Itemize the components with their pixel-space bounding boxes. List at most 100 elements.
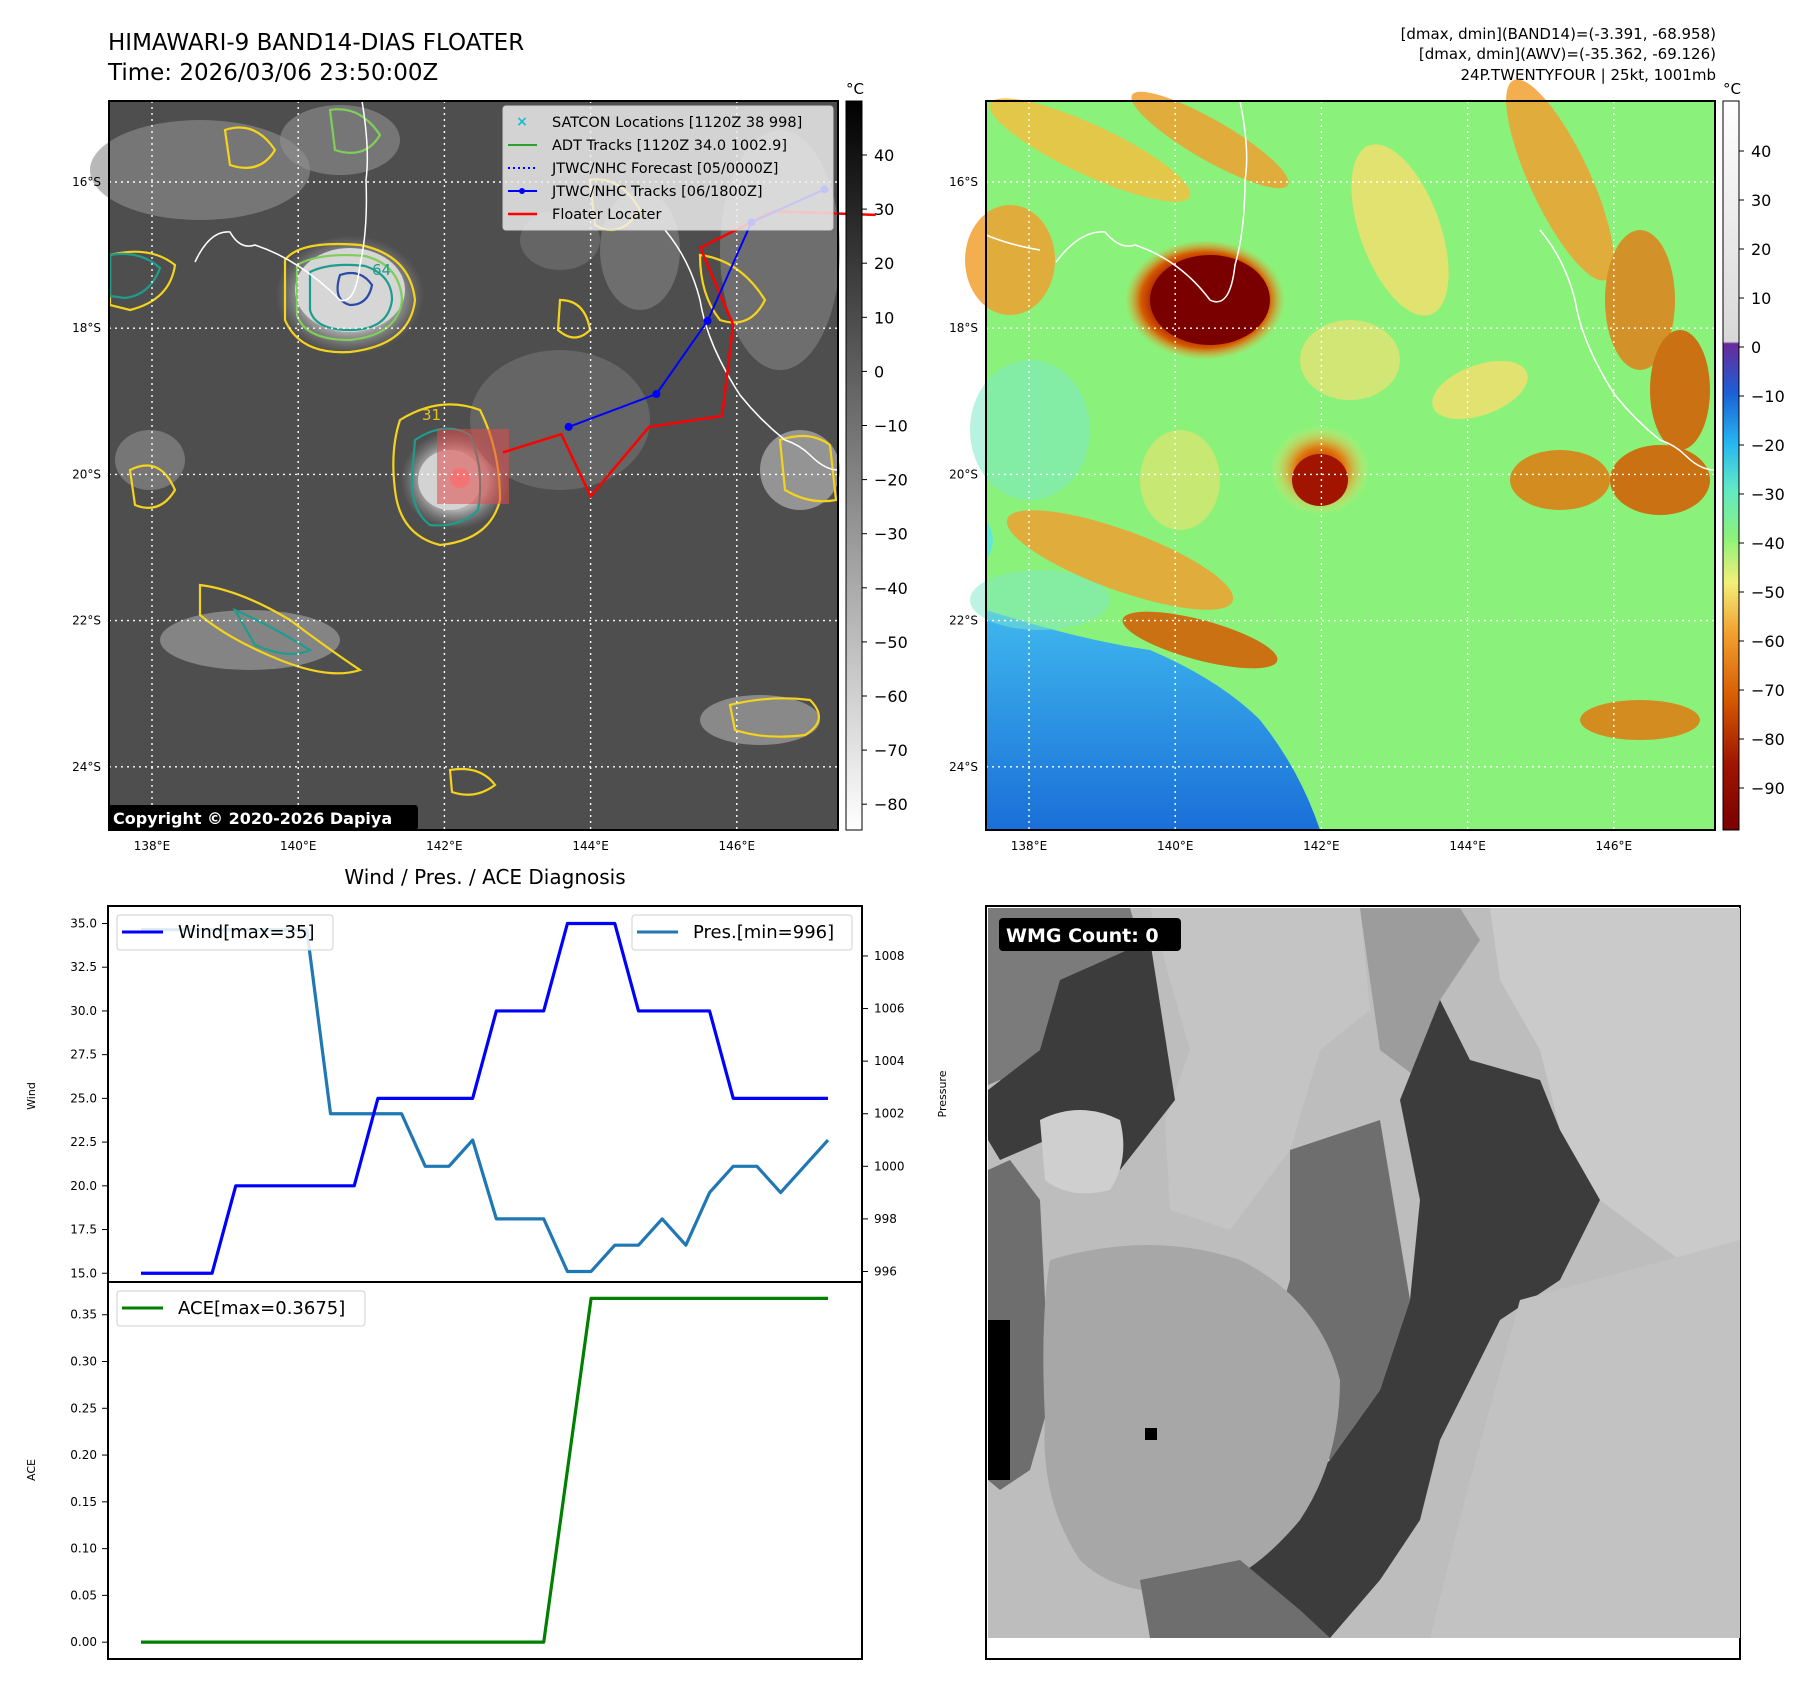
ace-legend-label: ACE[max=0.3675] xyxy=(178,1298,345,1319)
colorbar-tick-label: 0 xyxy=(874,362,884,381)
colorbar-tick-label: 40 xyxy=(1751,142,1771,161)
wind-axis-label: Wind xyxy=(25,1082,38,1110)
map-legend: × SATCON Locations [1120Z 38 998] ADT Tr… xyxy=(502,105,834,231)
ace-tick-label: 0.25 xyxy=(70,1401,97,1415)
copyright-text: Copyright © 2020-2026 Dapiya xyxy=(113,809,392,828)
colorbar-tick-label: −10 xyxy=(874,417,908,436)
lon-tick-label: 146°E xyxy=(719,839,756,853)
colorbar-tick-label: −10 xyxy=(1751,387,1785,406)
colorbar-tick-label: 0 xyxy=(1751,338,1761,357)
colorbar2-unit: °C xyxy=(1723,80,1741,98)
track-point xyxy=(652,389,661,398)
lat-tick-label: 24°S xyxy=(949,760,978,774)
lat-tick-label: 24°S xyxy=(72,760,101,774)
ace-tick-label: 0.35 xyxy=(70,1308,97,1322)
pressure-tick-label: 996 xyxy=(874,1264,897,1278)
colorbar-tick-label: −40 xyxy=(1751,534,1785,553)
colorbar-tick-label: −90 xyxy=(1751,779,1785,798)
wind-tick-label: 17.5 xyxy=(70,1223,97,1237)
legend-satcon: SATCON Locations [1120Z 38 998] xyxy=(552,115,802,131)
info-storm: 24P.TWENTYFOUR | 25kt, 1001mb xyxy=(1460,66,1716,84)
ace-tick-label: 0.10 xyxy=(70,1542,97,1556)
ace-panel xyxy=(107,1281,863,1660)
diagnosis-title: Wind / Pres. / ACE Diagnosis xyxy=(344,865,625,889)
wmg-count-badge xyxy=(999,918,1181,951)
wind-tick-label: 35.0 xyxy=(70,916,97,930)
colorbar-tick-label: −80 xyxy=(874,795,908,814)
lat-tick-label: 16°S xyxy=(949,175,978,189)
floater-box xyxy=(437,429,509,504)
colorbar1-unit: °C xyxy=(846,80,864,98)
wmg-count-label: WMG Count: 0 xyxy=(1006,925,1159,947)
lon-tick-label: 144°E xyxy=(572,839,609,853)
legend-locator: Floater Locater xyxy=(552,207,661,223)
colorbar-tick-label: 10 xyxy=(1751,289,1771,308)
lon-tick-label: 140°E xyxy=(280,839,317,853)
wmg-panel: WMG Count: 0 xyxy=(985,905,1741,1660)
contour-label: 64 xyxy=(372,261,391,279)
colorbar-tick-label: 10 xyxy=(874,308,894,327)
wind-tick-label: 27.5 xyxy=(70,1048,97,1062)
pressure-legend-label: Pres.[min=996] xyxy=(693,922,834,943)
track-point xyxy=(564,422,573,431)
contour-label: 31 xyxy=(422,406,441,424)
track-point xyxy=(703,316,712,325)
pressure-tick-label: 1004 xyxy=(874,1054,905,1068)
wind-tick-label: 30.0 xyxy=(70,1004,97,1018)
colorbar-tick-label: −70 xyxy=(874,741,908,760)
colorbar-tick-label: −50 xyxy=(1751,583,1785,602)
figure-time: Time: 2026/03/06 23:50:00Z xyxy=(107,60,438,86)
colorbar-color: °C 40 30 20 10 0 −10 −20 −30 −40 −50 −60 −70 −80 −90 xyxy=(1722,80,1785,831)
colorbar-tick-label: −60 xyxy=(1751,632,1785,651)
legend-tracks: JTWC/NHC Tracks [06/1800Z] xyxy=(551,184,763,200)
colorbar-tick-label: −80 xyxy=(1751,730,1785,749)
lon-tick-label: 142°E xyxy=(426,839,463,853)
awv-map-panel xyxy=(965,79,1716,831)
satcon-marker-icon: × xyxy=(516,114,528,130)
pressure-legend: Pres.[min=996] xyxy=(631,914,853,951)
colorbar-tick-label: −50 xyxy=(874,633,908,652)
ace-tick-label: 0.05 xyxy=(70,1588,97,1602)
ace-tick-label: 0.00 xyxy=(70,1635,97,1649)
colorbar-tick-label: 30 xyxy=(1751,191,1771,210)
colorbar-tick-label: 30 xyxy=(874,200,894,219)
wind-tick-label: 25.0 xyxy=(70,1091,97,1105)
colorbar-tick-label: −20 xyxy=(874,471,908,490)
ir-map-panel: 31 64 × SATCON Locations [1120Z 38 998] … xyxy=(90,100,876,831)
ace-tick-label: 0.15 xyxy=(70,1495,97,1509)
wind-tick-label: 15.0 xyxy=(70,1266,97,1280)
lat-tick-label: 16°S xyxy=(72,175,101,189)
lon-tick-label: 138°E xyxy=(134,839,171,853)
wind-tick-label: 20.0 xyxy=(70,1179,97,1193)
wind-series-line xyxy=(141,921,828,1275)
ace-legend: ACE[max=0.3675] xyxy=(116,1290,366,1327)
ace-tick-label: 0.20 xyxy=(70,1448,97,1462)
legend-forecast: JTWC/NHC Forecast [05/0000Z] xyxy=(551,161,778,177)
pressure-tick-label: 1008 xyxy=(874,949,905,963)
legend-adt: ADT Tracks [1120Z 34.0 1002.9] xyxy=(552,138,787,154)
map-axis-labels: 138°E 140°E 142°E 144°E 146°E 16°S 18°S 20°S 22°… xyxy=(72,175,1632,853)
lon-tick-label: 144°E xyxy=(1449,839,1486,853)
lat-tick-label: 22°S xyxy=(72,614,101,628)
copyright-badge xyxy=(108,805,418,830)
pressure-tick-label: 1000 xyxy=(874,1159,905,1173)
ace-axis-label: ACE xyxy=(25,1459,38,1481)
lon-tick-label: 138°E xyxy=(1011,839,1048,853)
lon-tick-label: 146°E xyxy=(1596,839,1633,853)
lat-tick-label: 18°S xyxy=(949,321,978,335)
lon-tick-label: 142°E xyxy=(1303,839,1340,853)
lat-tick-label: 22°S xyxy=(949,614,978,628)
lat-tick-label: 20°S xyxy=(72,467,101,481)
info-awv: [dmax, dmin](AWV)=(-35.362, -69.126) xyxy=(1419,45,1716,63)
wind-tick-label: 22.5 xyxy=(70,1135,97,1149)
colorbar-tick-label: −70 xyxy=(1751,681,1785,700)
wind-legend-label: Wind[max=35] xyxy=(178,922,315,943)
pressure-tick-label: 1006 xyxy=(874,1002,905,1016)
colorbar-tick-label: 40 xyxy=(874,146,894,165)
figure-title: HIMAWARI-9 BAND14-DIAS FLOATER xyxy=(108,30,524,56)
wind-legend: Wind[max=35] xyxy=(116,914,334,951)
info-band14: [dmax, dmin](BAND14)=(-3.391, -68.958) xyxy=(1401,25,1716,43)
colorbar-tick-label: −30 xyxy=(874,525,908,544)
colorbar-tick-label: 20 xyxy=(1751,240,1771,259)
